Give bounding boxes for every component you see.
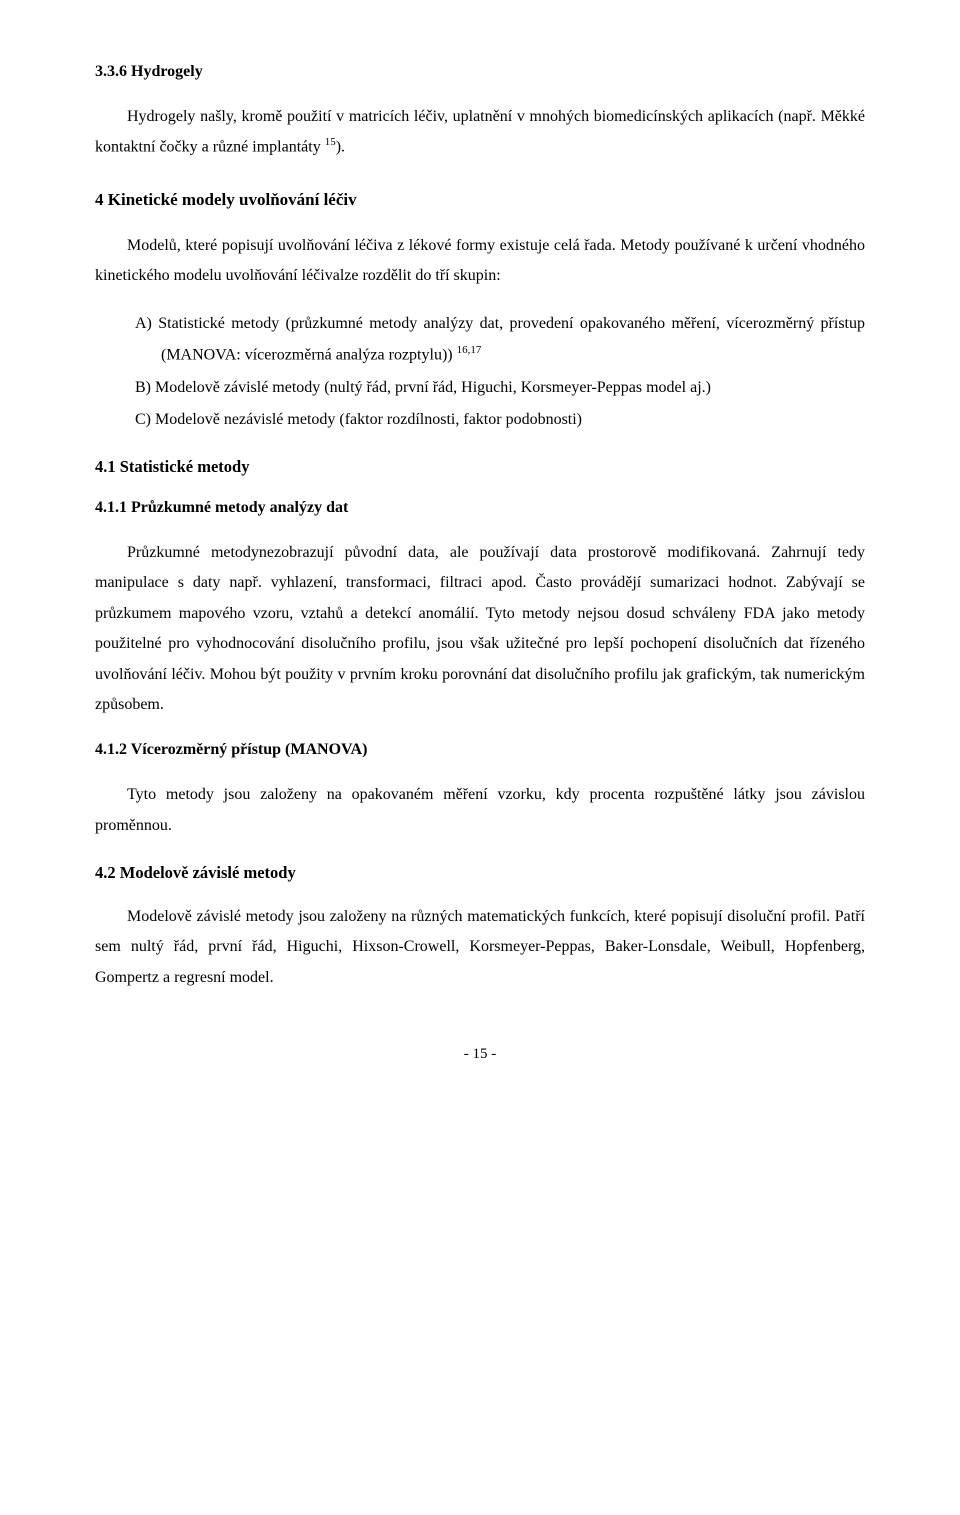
list-methods: A) Statistické metody (průzkumné metody … — [135, 309, 865, 435]
para-336-sup: 15 — [325, 136, 336, 148]
list-item-a-text: A) Statistické metody (průzkumné metody … — [135, 315, 865, 363]
heading-336: 3.3.6 Hydrogely — [95, 60, 865, 84]
list-item-a: A) Statistické metody (průzkumné metody … — [135, 309, 865, 370]
heading-412: 4.1.2 Vícerozměrný přístup (MANOVA) — [95, 738, 865, 762]
para-336-text: Hydrogely našly, kromě použití v matricí… — [95, 108, 865, 156]
heading-42: 4.2 Modelově závislé metody — [95, 861, 865, 886]
para-42: Modelově závislé metody jsou založeny na… — [95, 902, 865, 993]
heading-4: 4 Kinetické modely uvolňování léčiv — [95, 187, 865, 213]
para-4: Modelů, které popisují uvolňování léčiva… — [95, 231, 865, 292]
list-item-b: B) Modelově závislé metody (nultý řád, p… — [135, 373, 865, 403]
list-item-c: C) Modelově nezávislé metody (faktor roz… — [135, 405, 865, 435]
heading-411: 4.1.1 Průzkumné metody analýzy dat — [95, 496, 865, 520]
list-item-a-sup: 16,17 — [457, 344, 482, 356]
para-336: Hydrogely našly, kromě použití v matricí… — [95, 102, 865, 163]
page-number: - 15 - — [95, 1043, 865, 1066]
para-411: Průzkumné metodynezobrazují původní data… — [95, 538, 865, 720]
heading-41: 4.1 Statistické metody — [95, 455, 865, 480]
para-336-end: ). — [336, 139, 345, 156]
para-412: Tyto metody jsou založeny na opakovaném … — [95, 780, 865, 841]
